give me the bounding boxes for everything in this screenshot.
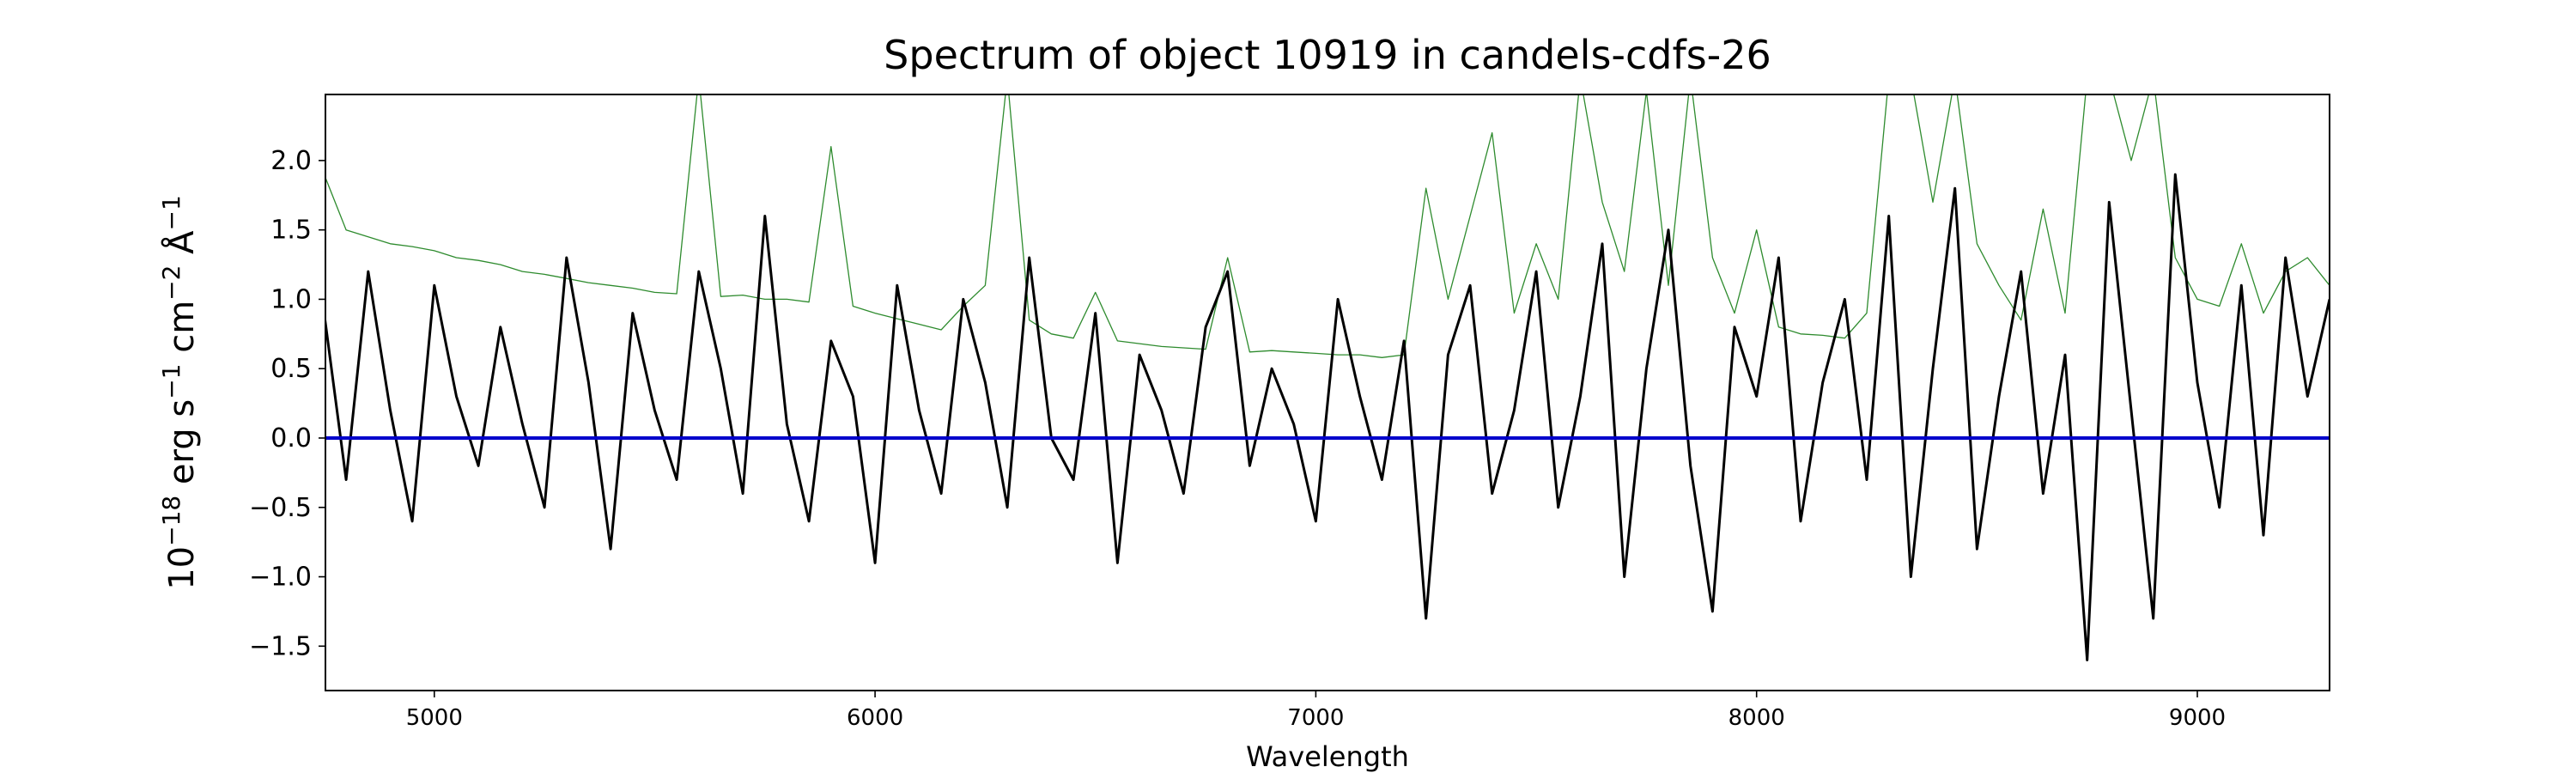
y-label-part: cm [162,301,202,364]
y-label-part: Å [161,230,202,265]
x-axis-label: Wavelength [1246,740,1409,773]
y-tick-label: −0.5 [249,493,312,523]
y-tick-label: 0.5 [270,354,312,384]
spectrum-line [325,173,2330,661]
y-label-superscript: −1 [157,364,185,399]
plot-frame [325,94,2330,691]
spectrum-line [325,94,2330,358]
plot-area [325,94,2330,661]
y-label-part: 10 [162,546,202,590]
y-label-part: erg s [162,399,202,496]
y-tick-label: −1.0 [249,563,312,593]
y-tick-label: 0.0 [270,423,312,453]
y-tick-label: −1.5 [249,631,312,661]
y-label-superscript: −18 [157,496,185,546]
x-tick-label: 6000 [847,705,903,731]
x-tick-label: 8000 [1728,705,1785,731]
x-tick-label: 7000 [1287,705,1344,731]
y-axis-label: 10−18 erg s−1 cm−2 Å−1 [157,195,202,590]
y-tick-label: 1.0 [270,284,312,314]
y-tick-label: 1.5 [270,216,312,246]
x-tick-label: 9000 [2169,705,2226,731]
x-tick-label: 5000 [406,705,463,731]
y-tick-label: 2.0 [270,146,312,176]
y-label-superscript: −2 [157,265,185,301]
chart-title: Spectrum of object 10919 in candels-cdfs… [884,32,1771,78]
y-label-superscript: −1 [157,195,185,230]
